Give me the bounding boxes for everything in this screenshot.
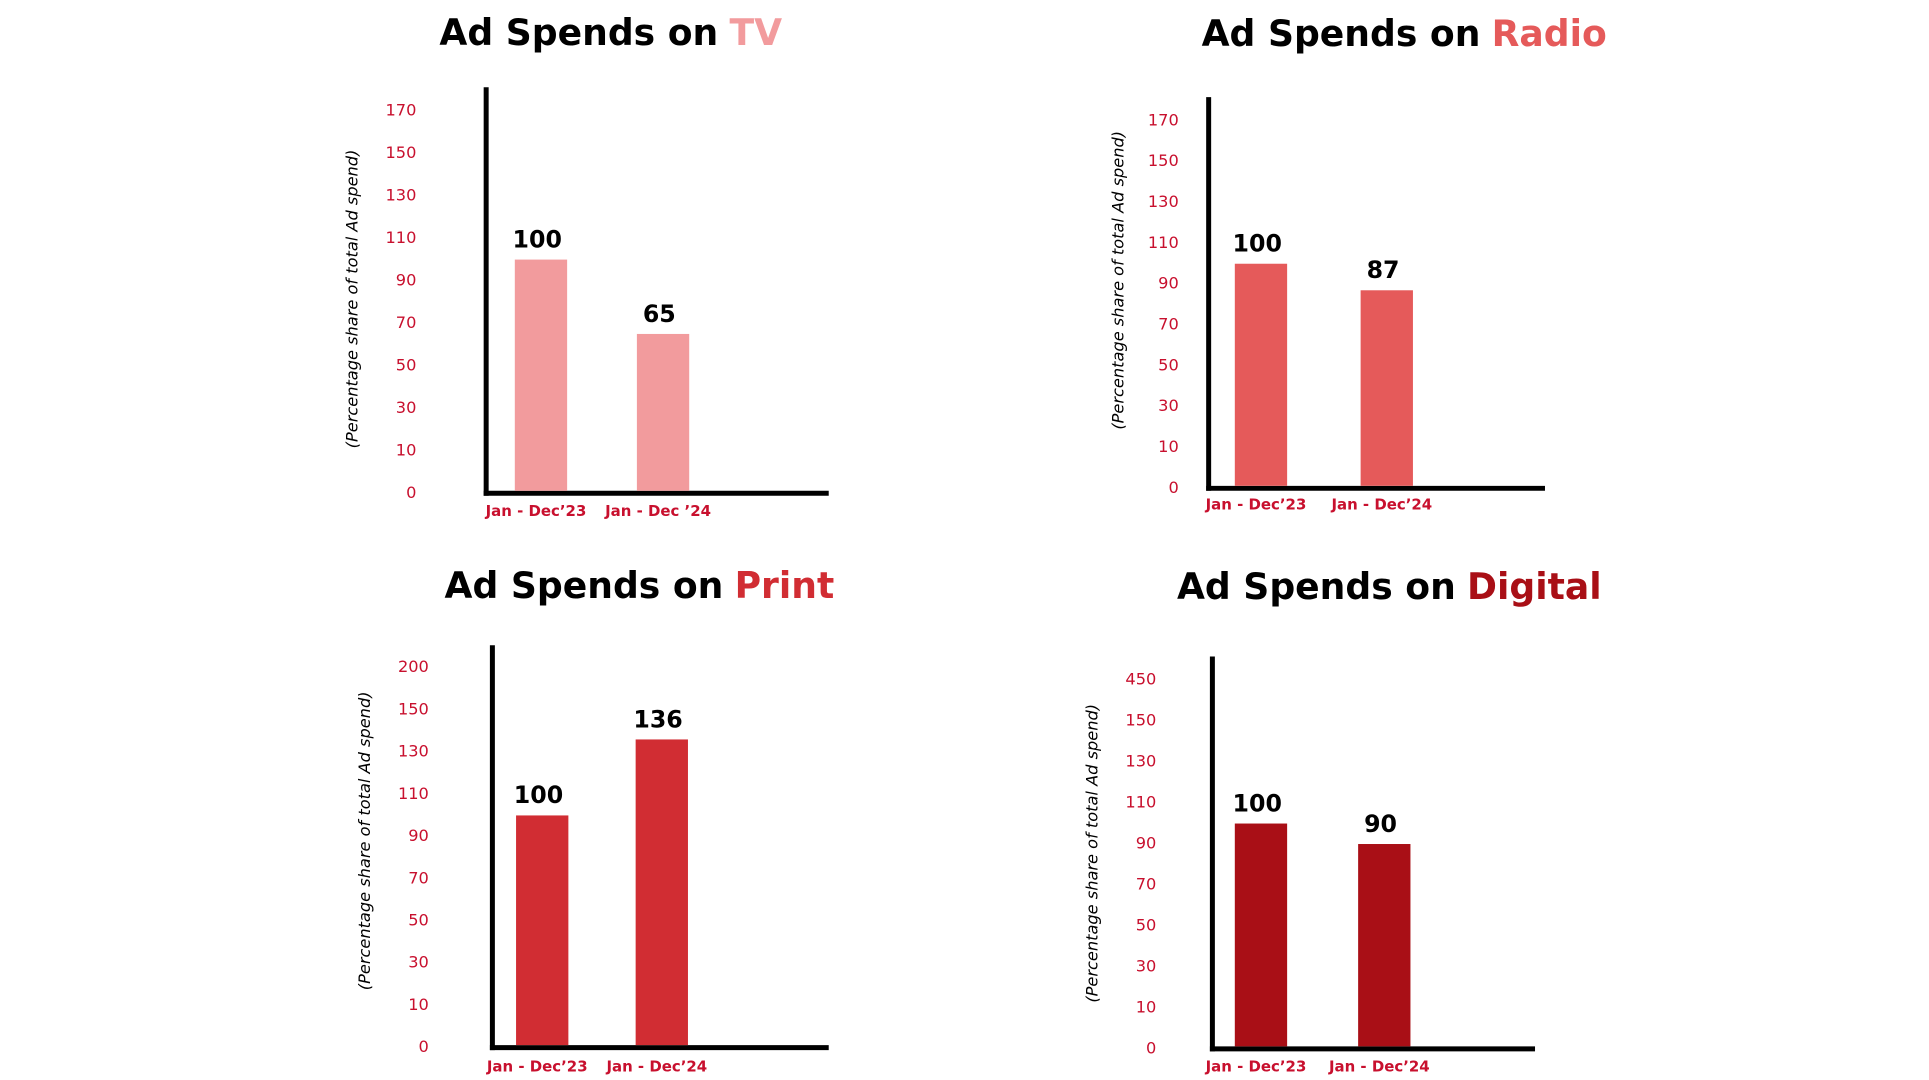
y-tick-label: 170 <box>385 100 416 119</box>
chart-title: Ad Spends on Print <box>445 564 835 607</box>
y-axis-label: (Percentage share of total Ad spend) <box>342 150 361 449</box>
value-label: 87 <box>1367 256 1400 284</box>
y-tick-label: 30 <box>1136 956 1157 975</box>
y-tick-label: 0 <box>1168 478 1178 497</box>
value-label: 100 <box>514 781 563 809</box>
y-tick-label: 10 <box>396 440 417 459</box>
y-tick-label: 110 <box>1125 793 1156 812</box>
x-tick-label: Jan - Dec’24 <box>1330 496 1432 514</box>
x-tick-label: Jan - Dec’24 <box>1328 1058 1430 1076</box>
y-tick-label: 50 <box>408 910 429 929</box>
y-tick-label: 90 <box>396 270 417 289</box>
y-tick-label: 170 <box>1148 110 1179 129</box>
bar <box>1234 263 1288 486</box>
y-tick-label: 70 <box>396 313 417 332</box>
y-tick-label: 50 <box>1158 355 1179 374</box>
bar <box>514 259 568 491</box>
value-label: 100 <box>513 225 562 253</box>
y-tick-label: 10 <box>1136 997 1157 1016</box>
value-label: 90 <box>1364 810 1397 838</box>
x-tick-label: Jan - Dec’23 <box>1205 1058 1307 1076</box>
title-text: Ad Spends on <box>439 11 718 54</box>
y-tick-label: 10 <box>1158 437 1179 456</box>
value-label: 100 <box>1233 230 1282 258</box>
y-tick-label: 150 <box>1125 711 1156 730</box>
x-tick-label: Jan - Dec’23 <box>1205 496 1307 514</box>
y-tick-label: 70 <box>1158 314 1179 333</box>
y-tick-label: 70 <box>408 868 429 887</box>
bar <box>1360 290 1413 486</box>
y-tick-label: 110 <box>385 228 416 247</box>
y-tick-label: 10 <box>408 995 429 1014</box>
y-tick-label: 30 <box>408 953 429 972</box>
y-tick-label: 130 <box>385 185 416 204</box>
y-tick-label: 150 <box>385 143 416 162</box>
chart: Ad Spends on TV 0 10 30 50 70 90 110 130 150 170 (Pe… <box>342 11 829 520</box>
y-tick-label: 90 <box>1158 274 1179 293</box>
y-tick-label: 200 <box>398 657 429 676</box>
title-text: Ad Spends on <box>1202 12 1481 55</box>
chart-title: Ad Spends on Digital <box>1177 565 1602 608</box>
y-tick-label: 30 <box>396 398 417 417</box>
y-tick-label: 50 <box>396 355 417 374</box>
bar <box>516 815 569 1046</box>
y-tick-label: 130 <box>1125 752 1156 771</box>
value-label: 136 <box>633 705 682 733</box>
y-tick-label: 0 <box>419 1037 429 1056</box>
title-highlight: Digital <box>1467 565 1602 608</box>
y-axis-label: (Percentage share of total Ad spend) <box>1082 704 1101 1003</box>
bar <box>1358 844 1411 1047</box>
y-tick-label: 130 <box>398 742 429 761</box>
chart-title: Ad Spends on Radio <box>1202 12 1607 55</box>
value-label: 100 <box>1233 789 1282 817</box>
y-axis-label: (Percentage share of total Ad spend) <box>355 691 374 990</box>
bar <box>635 739 688 1046</box>
y-tick-label: 130 <box>1148 192 1179 211</box>
x-tick-label: Jan - Dec’23 <box>486 1058 588 1076</box>
x-tick-label: Jan - Dec’23 <box>485 502 587 520</box>
y-tick-label: 450 <box>1125 670 1156 689</box>
x-tick-label: Jan - Dec’24 <box>605 1058 707 1076</box>
y-tick-label: 70 <box>1136 874 1157 893</box>
y-tick-label: 0 <box>406 483 416 502</box>
value-label: 65 <box>643 300 676 328</box>
chart: Ad Spends on Digital 0 10 30 50 70 90 110 130 150 4… <box>1082 565 1601 1075</box>
y-tick-label: 90 <box>408 826 429 845</box>
x-tick-label: Jan - Dec ’24 <box>604 502 711 520</box>
bar <box>1234 823 1288 1047</box>
chart: Ad Spends on Radio 0 10 30 50 70 90 110 130 150 170… <box>1108 12 1606 514</box>
y-tick-label: 110 <box>1148 233 1179 252</box>
chart: Ad Spends on Print 0 10 30 50 70 90 110 130 150 200… <box>355 564 834 1076</box>
title-text: Ad Spends on <box>445 564 724 607</box>
title-highlight: TV <box>729 11 782 54</box>
y-tick-label: 50 <box>1136 915 1157 934</box>
y-tick-label: 30 <box>1158 396 1179 415</box>
y-tick-label: 110 <box>398 784 429 803</box>
title-highlight: Radio <box>1492 12 1607 55</box>
chart-title: Ad Spends on TV <box>439 11 782 54</box>
bar <box>636 333 690 491</box>
y-tick-label: 0 <box>1146 1038 1156 1057</box>
y-axis-label: (Percentage share of total Ad spend) <box>1108 131 1127 430</box>
title-text: Ad Spends on <box>1177 565 1456 608</box>
y-tick-label: 90 <box>1136 834 1157 853</box>
title-highlight: Print <box>735 564 835 607</box>
y-tick-label: 150 <box>398 699 429 718</box>
y-tick-label: 150 <box>1148 151 1179 170</box>
